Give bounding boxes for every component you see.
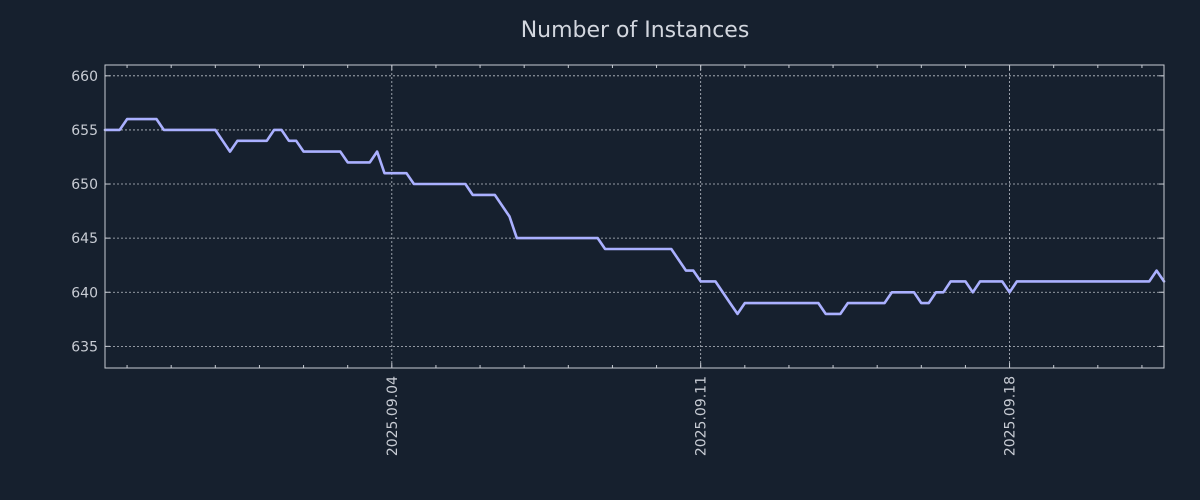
axis-tick-labels: 635 640 645 650 655 660 2025.09.04 2025.09.11 20… (71, 69, 1018, 456)
axis-ticks (105, 65, 1164, 368)
x-tick-label: 2025.09.04 (385, 376, 401, 456)
y-tick-label: 645 (71, 231, 98, 247)
chart-title: Number of Instances (521, 18, 750, 43)
series-line-number-of-instances (103, 117, 1166, 316)
grid (105, 65, 1164, 368)
plot-frame (104, 64, 1165, 369)
series (103, 117, 1166, 316)
y-tick-label: 640 (71, 285, 98, 301)
y-tick-label: 655 (71, 123, 98, 139)
y-tick-label: 650 (71, 177, 98, 193)
y-tick-label: 635 (71, 339, 98, 355)
y-tick-label: 660 (71, 69, 98, 85)
x-tick-label: 2025.09.11 (694, 376, 710, 456)
x-tick-label: 2025.09.18 (1003, 376, 1019, 456)
